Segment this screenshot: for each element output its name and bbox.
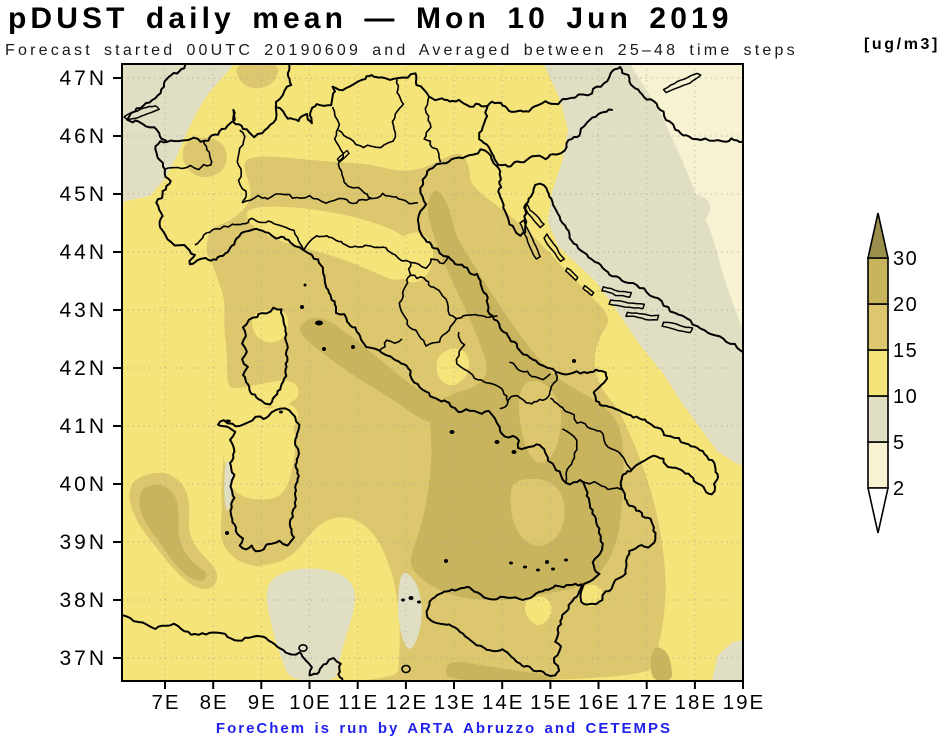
svg-text:45N: 45N xyxy=(59,183,107,206)
svg-text:15: 15 xyxy=(893,340,918,362)
svg-text:46N: 46N xyxy=(59,125,107,148)
svg-text:13E: 13E xyxy=(434,691,476,714)
svg-text:42N: 42N xyxy=(59,357,107,380)
svg-text:38N: 38N xyxy=(59,589,107,612)
svg-text:15E: 15E xyxy=(530,691,572,714)
svg-text:2: 2 xyxy=(893,478,906,500)
svg-text:37N: 37N xyxy=(59,647,107,670)
svg-text:10E: 10E xyxy=(289,691,331,714)
svg-text:44N: 44N xyxy=(59,241,107,264)
svg-text:39N: 39N xyxy=(59,531,107,554)
svg-text:17E: 17E xyxy=(626,691,668,714)
svg-text:5: 5 xyxy=(893,432,906,454)
svg-text:10: 10 xyxy=(893,386,918,408)
svg-text:14E: 14E xyxy=(482,691,524,714)
svg-text:11E: 11E xyxy=(338,691,379,714)
svg-text:47N: 47N xyxy=(59,67,107,90)
svg-text:[ug/m3]: [ug/m3] xyxy=(864,36,940,53)
svg-text:8E: 8E xyxy=(200,691,229,714)
svg-text:30: 30 xyxy=(893,248,918,270)
svg-text:12E: 12E xyxy=(386,691,428,714)
svg-text:19E: 19E xyxy=(723,691,765,714)
svg-text:40N: 40N xyxy=(59,473,107,496)
svg-text:Forecast started 00UTC 2019060: Forecast started 00UTC 20190609 and Aver… xyxy=(5,42,798,59)
svg-text:20: 20 xyxy=(893,294,918,316)
svg-text:18E: 18E xyxy=(675,691,717,714)
svg-text:41N: 41N xyxy=(59,415,107,438)
svg-text:16E: 16E xyxy=(578,691,620,714)
svg-text:43N: 43N xyxy=(59,299,107,322)
svg-text:ForeChem is run by ARTA Abruzz: ForeChem is run by ARTA Abruzzo and CETE… xyxy=(216,720,672,737)
svg-text:7E: 7E xyxy=(151,691,180,714)
svg-text:pDUST daily mean — Mon 10 Jun: pDUST daily mean — Mon 10 Jun 2019 xyxy=(8,2,733,35)
svg-text:9E: 9E xyxy=(248,691,277,714)
